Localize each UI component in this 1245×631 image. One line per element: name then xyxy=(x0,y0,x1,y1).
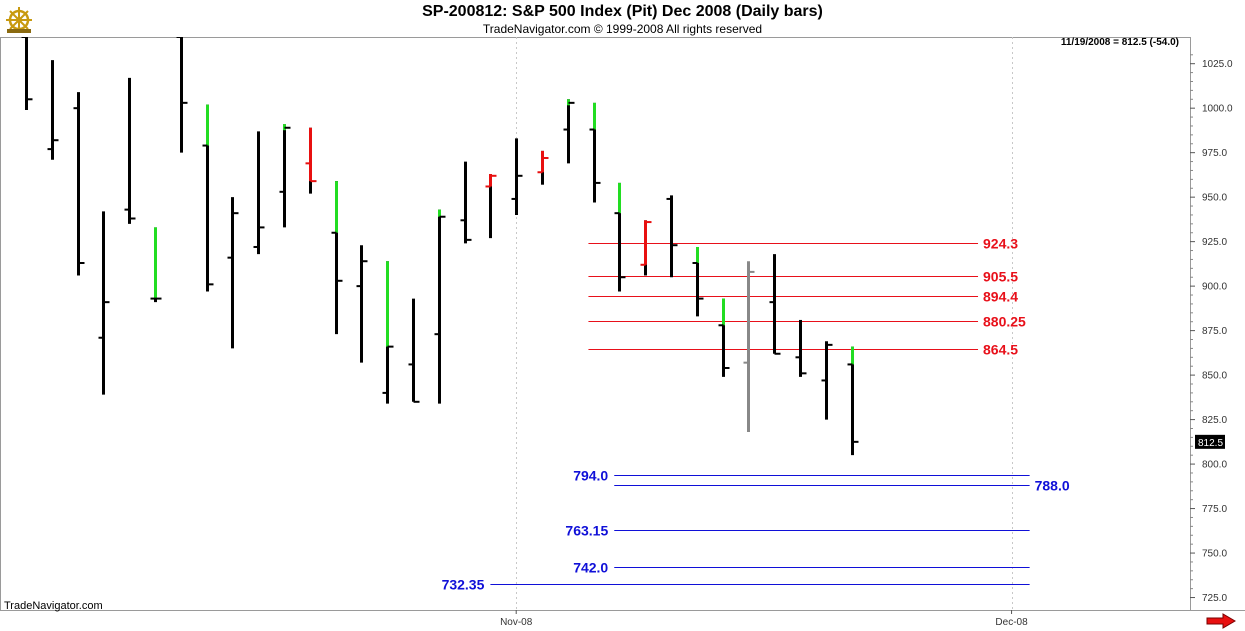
level-label: 905.5 xyxy=(983,269,1018,285)
level-label: 788.0 xyxy=(1035,478,1070,494)
y-tick-label: 975.0 xyxy=(1202,148,1227,159)
ohlc-bar xyxy=(434,209,446,404)
ohlc-bar xyxy=(821,341,833,420)
y-axis: 725.0 750.0 775.0 800.0 825.0 850.0 875.0 900.0… xyxy=(1190,54,1233,604)
y-tick-label: 925.0 xyxy=(1202,237,1227,248)
y-axis-panel xyxy=(1191,37,1245,610)
ohlc-bar xyxy=(47,60,59,160)
ohlc-bar xyxy=(176,36,188,153)
level-label: 742.0 xyxy=(573,560,608,576)
y-tick-label: 750.0 xyxy=(1202,549,1227,560)
y-tick-label: 1000.0 xyxy=(1202,104,1233,115)
y-tick-label: 950.0 xyxy=(1202,193,1227,204)
last-price-label: 812.5 xyxy=(1198,438,1223,449)
y-tick-label: 875.0 xyxy=(1202,326,1227,337)
ohlc-bar xyxy=(537,150,549,185)
ohlc-bar xyxy=(692,246,704,317)
last-price-box xyxy=(1195,434,1225,449)
last-quote-readout: 11/19/2008 = 812.5 (-54.0) xyxy=(1060,37,1179,48)
watermark-text: TradeNavigator.com xyxy=(4,600,103,612)
y-tick-label: 900.0 xyxy=(1202,282,1227,293)
ohlc-bar xyxy=(21,36,33,110)
red-right-arrow-icon[interactable] xyxy=(1206,613,1236,629)
y-tick-label: 850.0 xyxy=(1202,371,1227,382)
ohlc-bar xyxy=(614,182,626,292)
level-label: 880.25 xyxy=(983,314,1026,330)
ohlc-bar xyxy=(589,102,601,203)
y-tick-label: 775.0 xyxy=(1202,504,1227,515)
chart-subtitle: TradeNavigator.com © 1999-2008 All right… xyxy=(482,22,763,36)
ohlc-bar xyxy=(563,99,575,164)
ohlc-bar xyxy=(253,131,265,255)
ohlc-bar xyxy=(743,261,755,433)
ohlc-bar xyxy=(795,319,807,377)
y-tick-label: 825.0 xyxy=(1202,415,1227,426)
level-lines: 924.3 905.5 894.4 880.25 864.5 794.0 788.0 763.… xyxy=(442,236,1070,593)
y-tick-label: 800.0 xyxy=(1202,460,1227,471)
ohlc-bar xyxy=(124,77,136,224)
grid-lines xyxy=(516,37,1013,610)
ship-wheel-icon xyxy=(6,7,32,33)
chart-header: SP-200812: S&P 500 Index (Pit) Dec 2008 … xyxy=(0,0,1245,37)
ohlc-bar xyxy=(356,245,368,363)
ohlc-bar xyxy=(666,195,678,278)
level-label: 924.3 xyxy=(983,236,1018,252)
ohlc-bar xyxy=(382,261,394,404)
ohlc-bar xyxy=(279,124,291,228)
y-tick-label: 1025.0 xyxy=(1202,59,1233,70)
ohlc-bar xyxy=(718,298,730,377)
ohlc-bar xyxy=(485,174,497,239)
chart-title: SP-200812: S&P 500 Index (Pit) Dec 2008 … xyxy=(422,3,823,20)
ohlc-bar xyxy=(847,346,859,456)
ohlc-bar xyxy=(331,181,343,335)
y-tick-label: 725.0 xyxy=(1202,593,1227,604)
ohlc-bars xyxy=(21,36,859,456)
level-label: 894.4 xyxy=(983,289,1018,305)
chart-frame xyxy=(0,37,1245,611)
level-label: 794.0 xyxy=(573,468,608,484)
ohlc-bar xyxy=(73,92,85,276)
ohlc-bar xyxy=(408,298,420,403)
ohlc-bar xyxy=(640,220,652,276)
ohlc-bar xyxy=(98,211,110,395)
ohlc-bar xyxy=(460,161,472,244)
level-label: 763.15 xyxy=(565,523,608,539)
x-tick-label: Dec-08 xyxy=(995,617,1028,628)
x-tick-label: Nov-08 xyxy=(500,617,533,628)
level-label: 732.35 xyxy=(442,577,485,593)
ohlc-bar xyxy=(769,254,781,355)
ohlc-bar xyxy=(202,104,214,292)
ohlc-bar xyxy=(150,227,162,303)
x-axis: Nov-08 Dec-08 xyxy=(500,610,1028,628)
ohlc-bar xyxy=(511,138,523,215)
level-label: 864.5 xyxy=(983,342,1018,358)
ohlc-bar xyxy=(305,127,317,194)
ohlc-bar xyxy=(227,197,239,349)
